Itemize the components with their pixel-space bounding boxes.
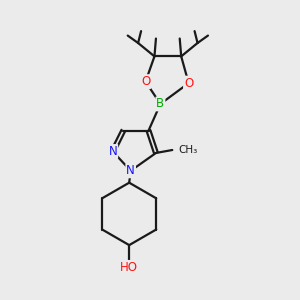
Text: N: N <box>126 164 135 177</box>
Text: CH₃: CH₃ <box>179 145 198 155</box>
Text: N: N <box>109 145 117 158</box>
Text: O: O <box>141 75 150 88</box>
Text: HO: HO <box>120 261 138 274</box>
Text: O: O <box>184 76 193 90</box>
Text: B: B <box>156 98 164 110</box>
